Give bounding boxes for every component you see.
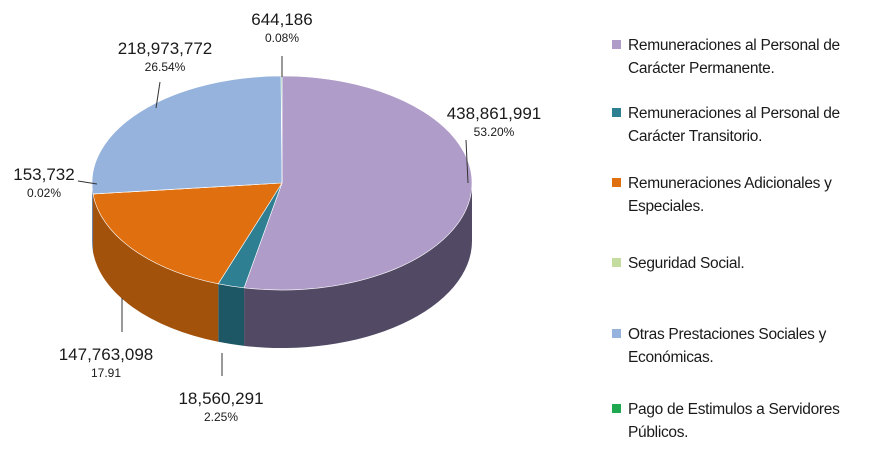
- legend-swatch: [612, 258, 621, 267]
- slice-value-label: 438,861,991: [447, 104, 542, 123]
- slice-percent-label: 26.54%: [145, 60, 186, 74]
- legend-swatch: [612, 108, 621, 117]
- slice-value-label: 18,560,291: [178, 389, 263, 408]
- legend-swatch: [612, 40, 621, 49]
- leader-line: [155, 81, 161, 109]
- pie-slice: [92, 182, 283, 285]
- pie-slice-side: [93, 194, 219, 342]
- pie-chart-svg: 438,861,991 53.20% 18,560,291 2.25% 147,763,…: [13, 10, 541, 424]
- pie-slice: [91, 75, 283, 195]
- slice-percent-label: 0.08%: [265, 31, 299, 45]
- slice-value-label: 153,732: [13, 165, 74, 184]
- pie-slice-side: [218, 283, 245, 346]
- pie-sides: [92, 183, 472, 348]
- legend-swatch: [612, 178, 621, 187]
- pie-slice-side: [92, 183, 93, 252]
- legend-swatch: [612, 404, 621, 413]
- chart-legend: Remuneraciones al Personal de Carácter P…: [612, 0, 877, 449]
- legend-label: Remuneraciones al Personal de Carácter T…: [628, 105, 840, 145]
- legend-label: Otras Prestaciones Sociales y Económicas…: [628, 326, 827, 366]
- leader-line: [465, 139, 469, 184]
- slice-percent-label: 53.20%: [474, 125, 515, 139]
- slice-value-label: 644,186: [251, 10, 312, 29]
- leader-line: [77, 180, 98, 185]
- slice-percent-label: 2.25%: [204, 410, 238, 424]
- legend-label: Remuneraciones al Personal de Carácter P…: [628, 37, 840, 77]
- legend-swatch: [612, 329, 621, 338]
- pie-slice: [243, 75, 473, 291]
- pie-labels: 438,861,991 53.20% 18,560,291 2.25% 147,763,…: [13, 10, 541, 424]
- pie-slice-side: [244, 183, 472, 348]
- slice-percent-label: 0.02%: [27, 186, 61, 200]
- slice-percent-label: 17.91: [91, 366, 121, 380]
- legend-label: Seguridad Social.: [628, 255, 745, 272]
- slice-value-label: 147,763,098: [59, 345, 154, 364]
- pie-tops: [91, 75, 473, 291]
- slice-value-label: 218,973,772: [118, 39, 213, 58]
- legend-label: Remuneraciones Adicionales y Especiales.: [628, 175, 832, 215]
- legend-label: Pago de Estimulos a Servidores Públicos.: [628, 401, 840, 441]
